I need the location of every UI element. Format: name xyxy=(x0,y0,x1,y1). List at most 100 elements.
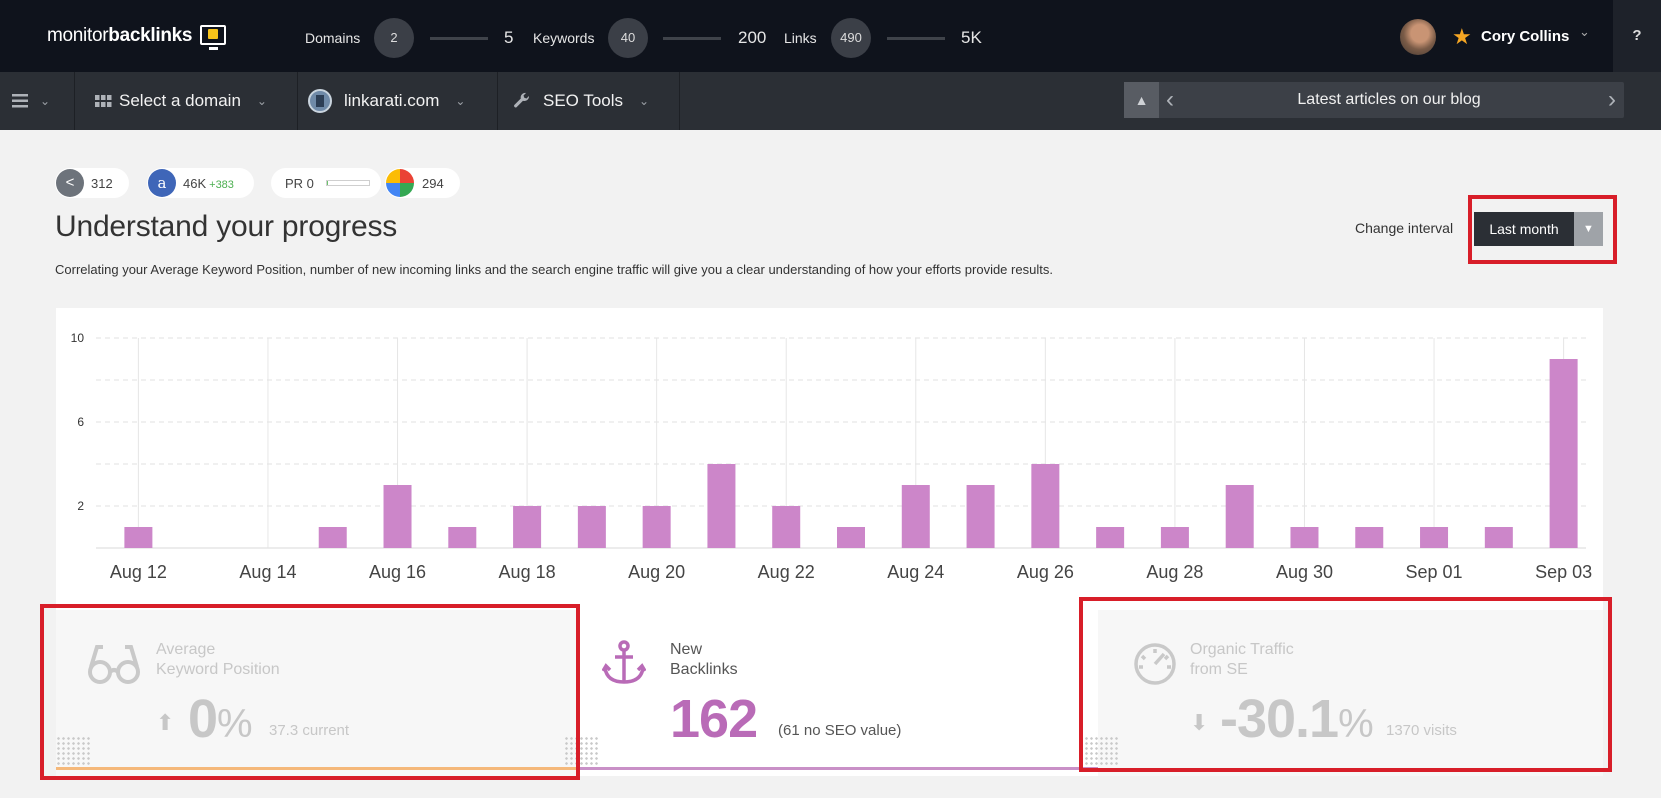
arrow-down-icon: ⬇ xyxy=(1190,710,1209,735)
organic-traffic-highlight-box xyxy=(1079,597,1612,772)
bar xyxy=(837,527,865,548)
links-label: Links xyxy=(784,30,817,46)
chevron-down-icon: ⌄ xyxy=(256,94,267,108)
seo-tools-dropdown[interactable]: SEO Tools ⌄ xyxy=(498,72,680,130)
bar xyxy=(966,485,995,548)
keywords-max: 200 xyxy=(738,28,767,47)
bar xyxy=(1484,527,1513,548)
x-tick-label: Aug 16 xyxy=(369,562,426,582)
page-title: Understand your progress xyxy=(55,210,398,243)
domains-max: 5 xyxy=(504,28,514,47)
avatar[interactable] xyxy=(1400,19,1436,55)
user-menu-chevron-icon[interactable]: ⌄ xyxy=(1579,24,1590,39)
logo[interactable]: monitorbacklinks xyxy=(47,25,193,46)
help-button[interactable]: ? xyxy=(1613,0,1661,72)
arrow-up-icon: ⬆ xyxy=(156,710,175,735)
bar-chart: 10 6 2 Aug 12 Aug 14 Aug 16 Aug 18 Aug 20 Aug 22… xyxy=(71,331,1592,582)
shares-metric[interactable]: < 312 xyxy=(55,168,129,198)
chevron-down-icon: ⌄ xyxy=(639,94,650,108)
page-description: Correlating your Average Keyword Positio… xyxy=(55,262,1053,277)
links-usage-bar xyxy=(887,37,945,40)
dots-decoration xyxy=(564,736,598,766)
interval-value[interactable]: Last month xyxy=(1474,212,1574,246)
backlinks-value: 162 xyxy=(670,689,758,749)
chevron-down-icon: ⌄ xyxy=(455,94,466,108)
bar xyxy=(1031,464,1060,548)
bar xyxy=(1225,485,1254,548)
dots-decoration xyxy=(1084,736,1118,766)
google-icon xyxy=(386,169,414,197)
bar xyxy=(1096,527,1125,548)
blog-title[interactable]: Latest articles on our blog xyxy=(1297,91,1481,108)
share-icon: < xyxy=(56,169,84,197)
backlinks-title: New Backlinks xyxy=(670,641,738,678)
x-tick-label: Aug 20 xyxy=(628,562,685,582)
bar xyxy=(383,485,412,548)
y-tick-label: 2 xyxy=(77,499,84,513)
alexa-icon: a xyxy=(148,169,176,197)
domains-usage-bar xyxy=(430,37,488,40)
backlinks-card[interactable]: New Backlinks 162 (61 no SEO value) xyxy=(564,610,1098,776)
x-tick-label: Aug 28 xyxy=(1146,562,1203,582)
pagerank-metric[interactable]: PR 0 xyxy=(271,168,381,198)
google-metric[interactable]: 294 xyxy=(385,168,460,198)
top-bar: monitorbacklinks Domains 2 5 Keywords 40… xyxy=(0,0,1661,72)
site-favicon-icon xyxy=(308,89,332,113)
star-icon: ★ xyxy=(1452,24,1472,49)
keyword-position-highlight-box xyxy=(40,604,580,780)
monitor-logo-icon xyxy=(200,25,226,50)
summary-row: Average Keyword Position ⬆ 0% 37.3 curren… xyxy=(56,610,1603,776)
x-tick-label: Aug 22 xyxy=(758,562,815,582)
keywords-usage-bar xyxy=(663,37,721,40)
chevron-down-icon[interactable]: ▼ xyxy=(1574,212,1603,246)
keyword-position-value: 0% xyxy=(188,689,253,749)
bar xyxy=(124,527,153,548)
interval-highlight-box xyxy=(1468,195,1617,264)
organic-traffic-card[interactable]: Organic Traffic from SE ⬇ -30.1% 1370 vis… xyxy=(1084,610,1603,776)
alexa-metric[interactable]: a 46K +383 xyxy=(147,168,254,198)
domains-count: 2 xyxy=(374,18,414,58)
user-name[interactable]: Cory Collins xyxy=(1481,28,1570,45)
links-count: 490 xyxy=(831,18,871,58)
backlinks-sub: (61 no SEO value) xyxy=(778,722,902,739)
bar xyxy=(577,506,606,548)
bar xyxy=(1290,527,1319,548)
alexa-value: 46K +383 xyxy=(183,176,234,191)
wrench-icon xyxy=(514,92,529,108)
x-tick-label: Aug 18 xyxy=(499,562,556,582)
speedometer-icon xyxy=(1134,643,1176,685)
keyword-position-underline xyxy=(56,767,578,770)
blog-next-button[interactable]: › xyxy=(1608,86,1616,113)
blog-carousel: ▲ ‹ Latest articles on our blog › xyxy=(1124,82,1624,118)
bar xyxy=(513,506,542,548)
seo-tools-label: SEO Tools xyxy=(543,91,624,110)
blog-prev-button[interactable]: ‹ xyxy=(1166,86,1174,113)
domain-label: linkarati.com xyxy=(344,91,440,110)
select-domain-label: Select a domain xyxy=(119,91,241,110)
google-value: 294 xyxy=(422,176,444,191)
links-max: 5K xyxy=(961,28,982,47)
hamburger-icon xyxy=(12,94,28,108)
organic-traffic-value: -30.1% xyxy=(1220,689,1374,749)
bar xyxy=(707,464,736,548)
x-tick-label: Aug 26 xyxy=(1017,562,1074,582)
bar xyxy=(772,506,801,548)
keyword-position-title: Average Keyword Position xyxy=(156,641,280,678)
pagerank-label: PR 0 xyxy=(285,176,314,191)
x-tick-label: Aug 14 xyxy=(239,562,296,582)
organic-traffic-title: Organic Traffic from SE xyxy=(1190,641,1294,678)
keywords-count: 40 xyxy=(608,18,648,58)
keyword-position-card[interactable]: Average Keyword Position ⬆ 0% 37.3 curren… xyxy=(56,610,578,776)
bar xyxy=(448,527,477,548)
main-menu-button[interactable]: ⌄ xyxy=(0,72,75,130)
keywords-label: Keywords xyxy=(533,30,595,46)
pagerank-bar xyxy=(326,180,370,186)
select-domain-dropdown[interactable]: Select a domain ⌄ xyxy=(75,72,298,130)
backlinks-underline xyxy=(578,767,1098,770)
chevron-down-icon: ⌄ xyxy=(40,94,51,108)
interval-dropdown[interactable]: Last month ▼ xyxy=(1474,212,1603,246)
domain-dropdown[interactable]: linkarati.com ⌄ xyxy=(298,72,498,130)
bar xyxy=(901,485,930,548)
x-tick-label: Sep 01 xyxy=(1406,562,1463,582)
bar xyxy=(1420,527,1449,548)
